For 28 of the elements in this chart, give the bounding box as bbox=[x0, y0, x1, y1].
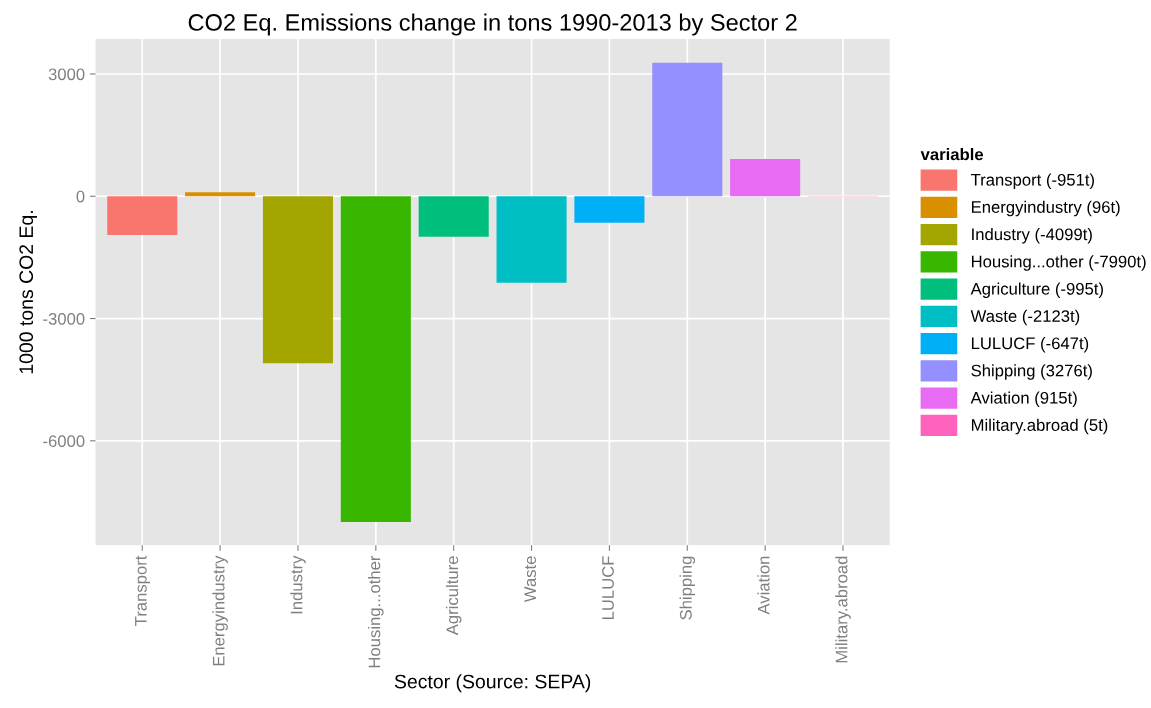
x-tick-label: Housing...other bbox=[368, 555, 384, 668]
legend-label: Transport (-951t) bbox=[970, 173, 1094, 190]
legend-label: Energyindustry (96t) bbox=[971, 200, 1120, 217]
legend-label: Agriculture (-995t) bbox=[970, 282, 1103, 299]
y-tick-label: 0 bbox=[76, 190, 85, 203]
x-tick-label: Aviation bbox=[757, 556, 770, 615]
x-tick-label: Waste bbox=[524, 556, 537, 603]
legend-title: variable bbox=[920, 148, 984, 161]
legend-label: Industry (-4099t) bbox=[972, 227, 1092, 244]
x-tick-label: LULUCF bbox=[602, 556, 614, 620]
x-tick-label: Military.abroad bbox=[835, 556, 851, 663]
legend-label: LULUCF (-647t) bbox=[971, 336, 1089, 353]
legend-label: Shipping (3276t) bbox=[971, 364, 1092, 380]
chart-title: CO2 Eq. Emissions change in tons 1990-2013 by Sector 2 bbox=[188, 13, 797, 36]
legend-label: Housing...other (-7990t) bbox=[971, 255, 1146, 271]
y-tick-label: -6000 bbox=[43, 435, 85, 448]
x-tick-label: Energyindustry bbox=[212, 555, 228, 666]
legend-label: Waste (-2123t) bbox=[970, 309, 1080, 326]
x-tick-label: Agriculture bbox=[445, 556, 462, 636]
legend-label: Military.abroad (5t) bbox=[971, 418, 1108, 435]
x-tick-label: Industry bbox=[290, 555, 306, 614]
x-axis-title: Sector (Source: SEPA) bbox=[394, 674, 591, 693]
y-tick-label: 3000 bbox=[48, 68, 85, 81]
x-tick-label: Shipping bbox=[679, 556, 696, 620]
x-tick-label: Transport bbox=[135, 555, 151, 626]
y-tick-label: -3000 bbox=[43, 312, 85, 325]
legend-label: Aviation (915t) bbox=[970, 391, 1077, 408]
y-axis-title: 1000 tons CO2 Eq. bbox=[19, 211, 37, 374]
